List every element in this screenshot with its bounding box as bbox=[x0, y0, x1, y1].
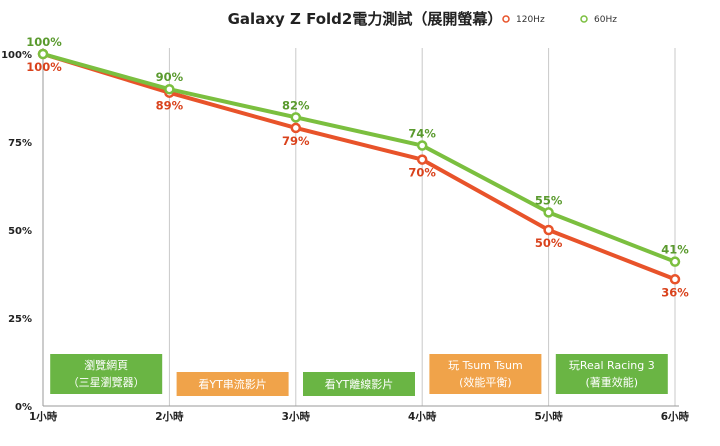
data-point bbox=[416, 140, 428, 151]
phase-box-text: （三星瀏覽器） bbox=[68, 375, 145, 389]
gridlines bbox=[168, 48, 676, 406]
phase-box-text: 看YT串流影片 bbox=[198, 377, 266, 391]
phase-box-text: (效能平衡) bbox=[459, 375, 512, 389]
series-line-120hz bbox=[42, 52, 676, 282]
legend-marker bbox=[502, 15, 510, 23]
y-tick-label: 0% bbox=[15, 402, 32, 413]
data-point bbox=[37, 48, 49, 60]
phase-box-text: 看YT離線影片 bbox=[325, 377, 393, 391]
phase-annotation: 瀏覽網頁 （三星瀏覽器） bbox=[50, 354, 163, 394]
data-label: 89% bbox=[156, 99, 184, 113]
phase-box bbox=[555, 354, 668, 394]
data-label: 74% bbox=[408, 127, 436, 141]
x-axis-ticks: 1小時 2小時 3小時 4小時 5小時 6小時 bbox=[29, 410, 689, 423]
phase-box-text: 玩Real Racing 3 bbox=[569, 359, 655, 372]
phase-annotation: 玩Real Racing 3 (著重效能) bbox=[555, 354, 668, 394]
data-point bbox=[290, 112, 302, 123]
series-60hz bbox=[37, 48, 681, 267]
data-label: 100% bbox=[26, 60, 62, 74]
y-tick-label: 100% bbox=[1, 50, 32, 61]
series-lines bbox=[37, 48, 681, 285]
legend-item-60hz: 60Hz bbox=[580, 15, 617, 25]
phase-annotation: 看YT離線影片 bbox=[303, 372, 415, 396]
phase-box bbox=[50, 354, 163, 394]
data-label: 36% bbox=[661, 285, 689, 299]
data-point bbox=[543, 207, 554, 218]
x-tick-label: 2小時 bbox=[155, 410, 184, 423]
y-tick-label: 25% bbox=[8, 314, 32, 325]
phase-annotation: 玩 Tsum Tsum (效能平衡) bbox=[429, 354, 542, 394]
phase-box-text: 玩 Tsum Tsum bbox=[448, 359, 523, 372]
x-tick-label: 3小時 bbox=[282, 410, 311, 423]
data-labels: 100% 89% 79% 70% 50% 36% 100% 90% 82% 74% 55% 41% bbox=[26, 35, 689, 299]
data-label: 41% bbox=[661, 243, 689, 257]
x-tick-label: 4小時 bbox=[408, 410, 437, 423]
data-label: 100% bbox=[26, 35, 62, 49]
series-line-60hz bbox=[42, 52, 676, 264]
legend-item-120hz: 120Hz bbox=[502, 15, 545, 25]
phase-annotation: 看YT串流影片 bbox=[176, 372, 289, 396]
data-point bbox=[164, 83, 175, 95]
data-label: 79% bbox=[282, 134, 310, 148]
data-label: 55% bbox=[535, 193, 563, 207]
phase-box-text: 瀏覽網頁 bbox=[84, 358, 128, 372]
y-tick-label: 75% bbox=[8, 138, 32, 149]
x-tick-label: 1小時 bbox=[29, 410, 58, 423]
phase-box bbox=[176, 372, 289, 396]
data-label: 70% bbox=[408, 166, 436, 180]
data-label: 90% bbox=[156, 70, 184, 84]
legend-label: 60Hz bbox=[594, 15, 617, 25]
data-point bbox=[543, 224, 554, 236]
legend-label: 120Hz bbox=[516, 15, 545, 25]
data-point bbox=[416, 154, 428, 165]
y-axis-ticks: 0% 25% 50% 75% 100% bbox=[1, 50, 32, 413]
series-120hz bbox=[37, 48, 681, 285]
phase-box bbox=[429, 354, 542, 394]
data-point bbox=[669, 274, 681, 285]
legend: 120Hz 60Hz bbox=[502, 15, 617, 25]
x-tick-label: 6小時 bbox=[661, 410, 690, 423]
phase-annotations: 瀏覽網頁 （三星瀏覽器） 看YT串流影片 看YT離線影片 玩 Tsum Tsum (效能平… bbox=[50, 354, 668, 396]
x-tick-label: 5小時 bbox=[534, 410, 563, 423]
chart-title: Galaxy Z Fold2電力測試（展開螢幕） bbox=[228, 10, 503, 28]
phase-box bbox=[303, 372, 415, 396]
data-point bbox=[290, 122, 302, 134]
axes bbox=[42, 48, 679, 407]
data-label: 82% bbox=[282, 98, 310, 112]
phase-box-text: (著重效能) bbox=[586, 375, 639, 389]
data-label: 50% bbox=[535, 236, 563, 250]
legend-marker bbox=[580, 15, 588, 23]
data-point bbox=[669, 256, 681, 267]
y-tick-label: 50% bbox=[8, 226, 32, 237]
